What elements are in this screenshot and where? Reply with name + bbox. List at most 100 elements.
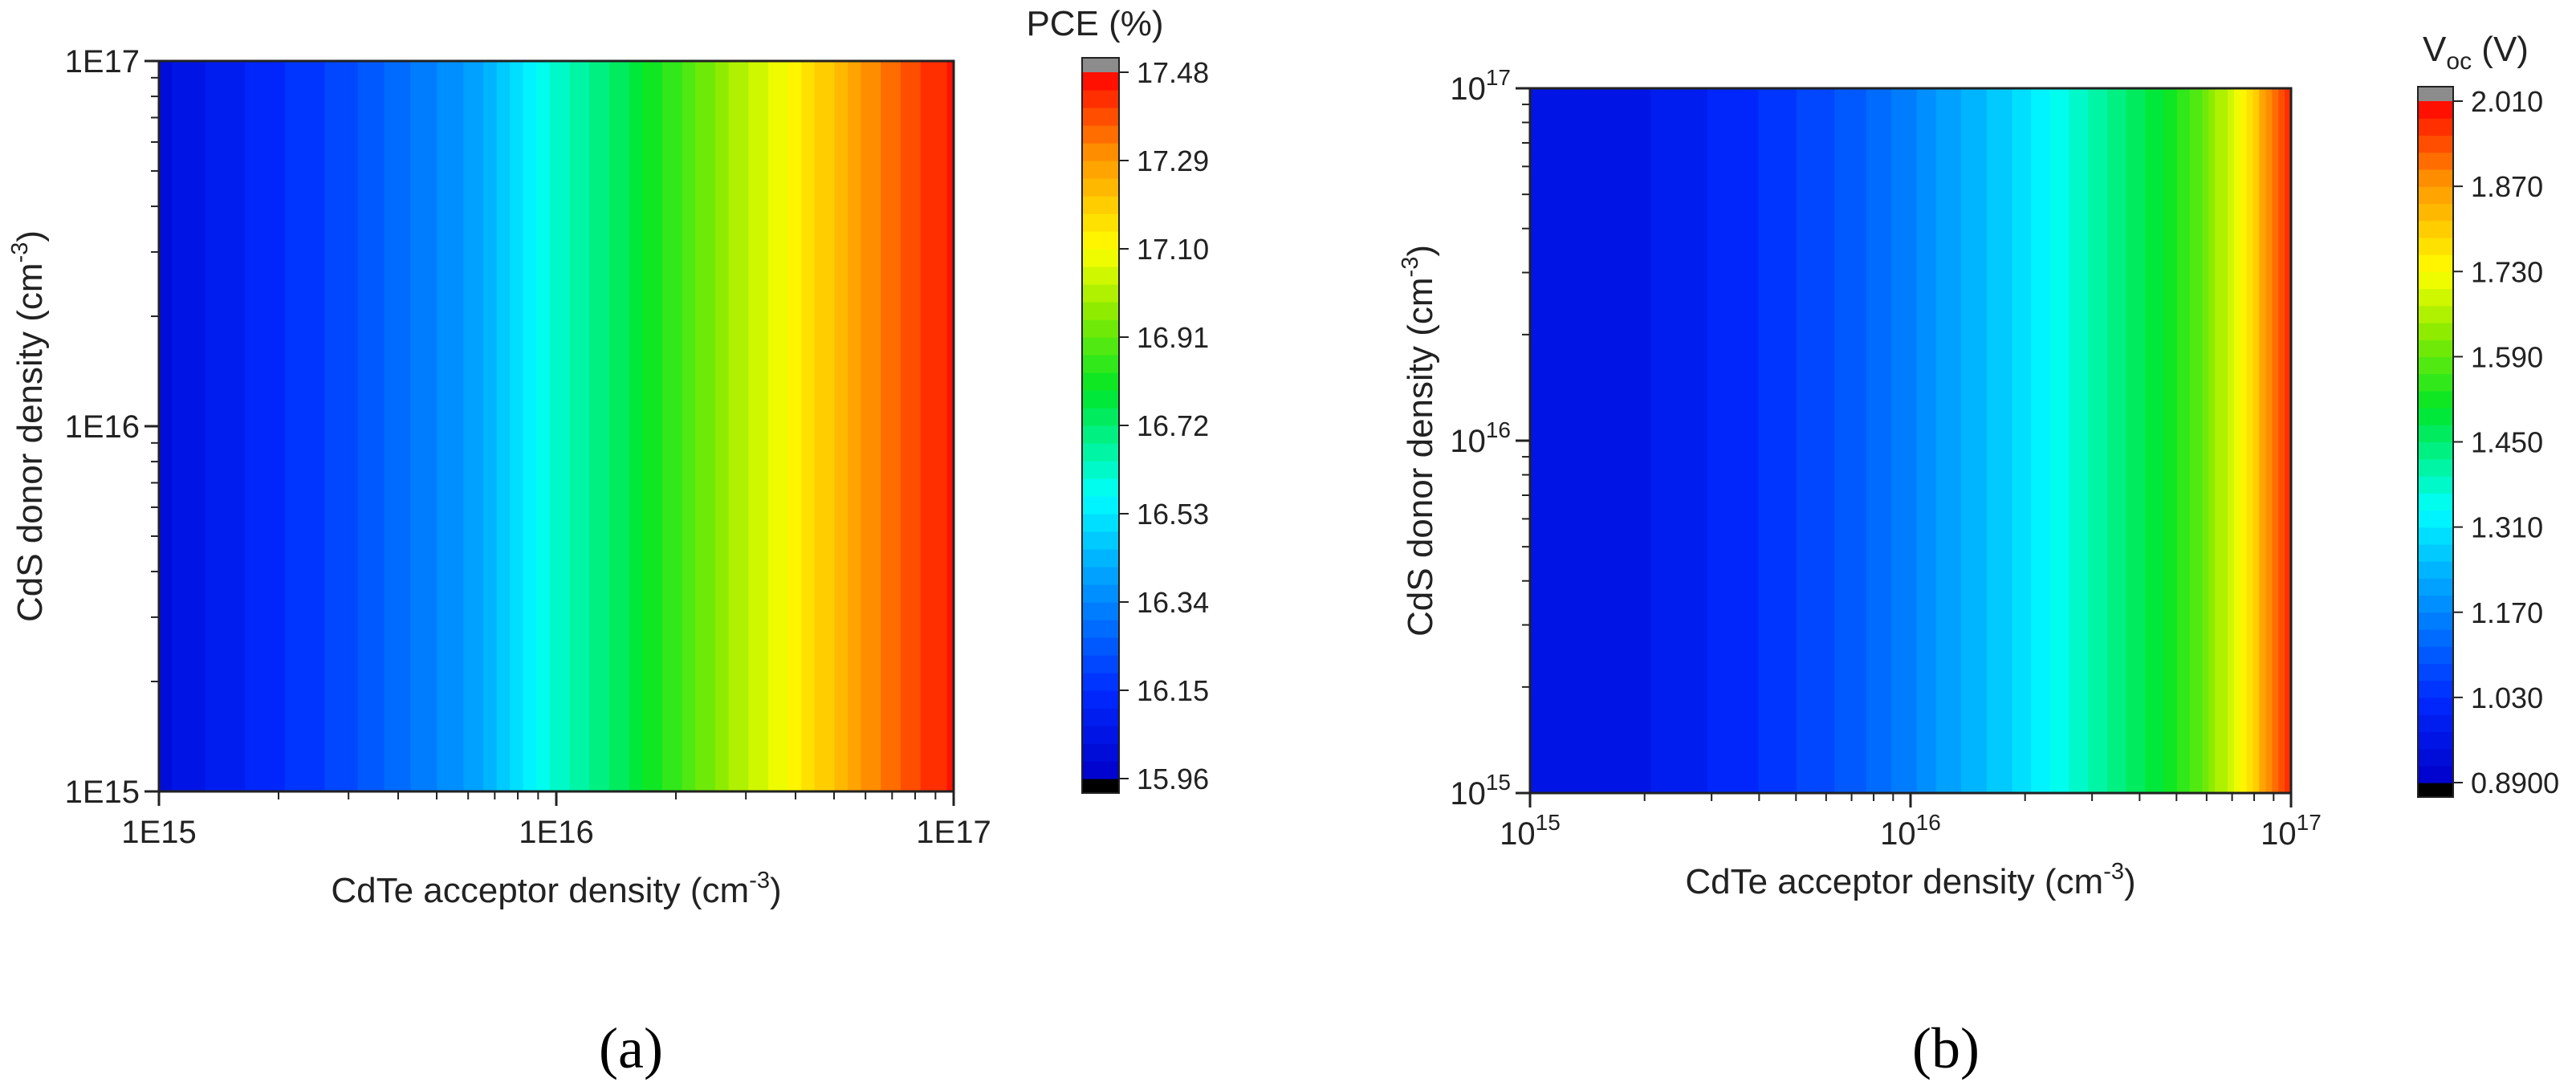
heatmap-band	[496, 61, 504, 791]
heatmap-band	[1948, 88, 1956, 793]
heatmap-band	[543, 61, 551, 791]
heatmap-band	[218, 61, 226, 791]
heatmap-band	[1682, 88, 1690, 793]
heatmap-band	[1834, 88, 1841, 793]
heatmap-band	[1968, 88, 1975, 793]
heatmap-band	[934, 61, 942, 791]
colorbar-level	[1082, 231, 1119, 250]
heatmap-band	[2164, 88, 2171, 793]
colorbar-under-swatch	[2418, 783, 2453, 797]
heatmap-band	[1625, 88, 1633, 793]
heatmap-band	[212, 61, 220, 791]
heatmap-band	[556, 61, 564, 791]
colorbar-level	[1082, 496, 1119, 515]
panel-a-y-axis-label: CdS donor density (cm-3)	[7, 230, 50, 622]
colorbar-tick-label: 15.96	[1137, 763, 1209, 795]
heatmap-band	[1771, 88, 1778, 793]
heatmap-band	[1809, 88, 1817, 793]
colorbar-tick-label: 16.72	[1137, 409, 1209, 442]
colorbar-level	[2418, 408, 2453, 425]
heatmap-band	[331, 61, 339, 791]
heatmap-band	[2259, 88, 2267, 793]
colorbar-level	[2418, 254, 2453, 272]
x-tick-label: 1017	[2261, 810, 2322, 852]
heatmap-band	[2176, 88, 2184, 793]
colorbar-over-swatch	[2418, 87, 2453, 101]
heatmap-band	[2139, 88, 2147, 793]
colorbar-tick-label: 17.29	[1137, 144, 1209, 177]
heatmap-band	[1555, 88, 1563, 793]
colorbar-level	[1082, 549, 1119, 567]
heatmap-band	[914, 61, 922, 791]
heatmap-band	[583, 61, 591, 791]
colorbar-level	[1082, 531, 1119, 550]
heatmap-band	[178, 61, 186, 791]
heatmap-band	[417, 61, 425, 791]
heatmap-band	[1961, 88, 1968, 793]
heatmap-band	[1745, 88, 1753, 793]
heatmap-band	[1916, 88, 1924, 793]
heatmap-band	[549, 61, 557, 791]
heatmap-band	[1688, 88, 1696, 793]
heatmap-band	[1714, 88, 1721, 793]
heatmap-band	[1885, 88, 1893, 793]
colorbar-level	[2418, 288, 2453, 307]
colorbar-level	[2418, 152, 2453, 170]
heatmap-band	[2196, 88, 2204, 793]
heatmap-band	[589, 61, 597, 791]
heatmap-band	[2252, 88, 2261, 793]
colorbar-level	[1082, 743, 1119, 762]
heatmap-band	[2145, 88, 2152, 793]
heatmap-band	[337, 61, 345, 791]
heatmap-band	[821, 61, 829, 791]
heatmap-band	[443, 61, 451, 791]
heatmap-band	[1542, 88, 1550, 793]
heatmap-band	[404, 61, 412, 791]
heatmap-band	[1935, 88, 1943, 793]
panel-b-colorbar-title: Voc (V)	[2423, 30, 2529, 75]
heatmap-band	[867, 61, 875, 791]
heatmap-band	[1859, 88, 1867, 793]
heatmap-band	[596, 61, 604, 791]
colorbar-level	[1082, 478, 1119, 497]
colorbar-level	[2418, 169, 2453, 187]
heatmap-band	[1644, 88, 1651, 793]
heatmap-band	[2240, 88, 2248, 793]
heatmap-band	[1574, 88, 1581, 793]
heatmap-band	[2272, 88, 2279, 793]
heatmap-band	[2069, 88, 2077, 793]
heatmap-band	[616, 61, 624, 791]
heatmap-band	[2265, 88, 2273, 793]
heatmap-band	[2233, 88, 2241, 793]
heatmap-band	[735, 61, 743, 791]
colorbar-tick-label: 1.590	[2471, 340, 2543, 373]
y-tick-label: 1E15	[65, 775, 140, 810]
heatmap-band	[1796, 88, 1804, 793]
heatmap-band	[225, 61, 233, 791]
colorbar-level	[1082, 178, 1119, 197]
heatmap-band	[311, 61, 319, 791]
colorbar-level	[2418, 220, 2453, 238]
heatmap-band	[1847, 88, 1854, 793]
colorbar-tick-label: 1.310	[2471, 511, 2543, 544]
colorbar-level	[1082, 655, 1119, 673]
heatmap-band	[2031, 88, 2038, 793]
heatmap-band	[649, 61, 657, 791]
heatmap-band	[1536, 88, 1544, 793]
heatmap-band	[1662, 88, 1671, 793]
heatmap-band	[642, 61, 650, 791]
heatmap-band	[848, 61, 856, 791]
panel-a-colorbar: 17.48 17.29 17.10 16.91 16.72 16.53 16.34 16.15…	[1081, 56, 1209, 795]
heatmap-band	[2062, 88, 2070, 793]
colorbar-level	[2418, 595, 2453, 613]
heatmap-band	[1657, 88, 1664, 793]
heatmap-band	[569, 61, 577, 791]
heatmap-band	[901, 61, 909, 791]
heatmap-band	[1942, 88, 1950, 793]
panel-a-x-axis-label: CdTe acceptor density (cm-3)	[331, 868, 781, 910]
x-tick-label: 1E16	[519, 815, 593, 850]
colorbar-level	[1082, 319, 1119, 338]
heatmap-band	[920, 61, 928, 791]
colorbar-level	[1082, 690, 1119, 709]
colorbar-level	[1082, 355, 1119, 373]
